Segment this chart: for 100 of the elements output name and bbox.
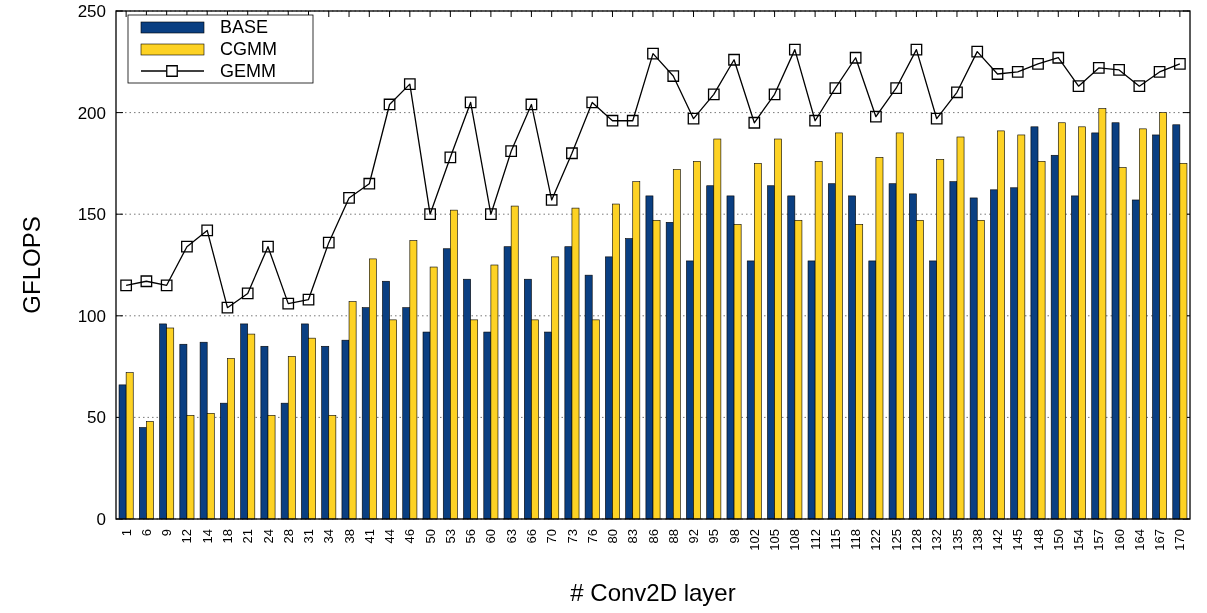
x-tick-label: 157 <box>1091 529 1107 551</box>
x-tick-label: 122 <box>868 529 884 551</box>
point <box>1052 51 1065 64</box>
point <box>282 297 295 310</box>
x-tick-label: 125 <box>888 529 904 551</box>
x-tick-label: 63 <box>503 529 519 544</box>
x-tick-label: 80 <box>605 529 621 544</box>
y-tick-label: 0 <box>96 509 106 529</box>
x-tick-label: 70 <box>544 529 560 544</box>
point <box>991 68 1004 80</box>
y-tick-label: 100 <box>77 306 106 326</box>
x-tick-label: 12 <box>179 529 195 544</box>
point <box>181 240 193 253</box>
x-tick-label: 41 <box>361 529 377 544</box>
y-tick-label: 200 <box>77 103 106 123</box>
x-tick-label: 73 <box>564 529 580 544</box>
point <box>262 240 274 253</box>
x-tick-label: 102 <box>746 529 762 551</box>
x-tick-label: 46 <box>402 529 418 544</box>
x-tick-label: 34 <box>321 529 337 544</box>
point <box>525 98 538 111</box>
x-tick-label: 160 <box>1111 529 1127 551</box>
y-tick-label: 250 <box>77 1 106 21</box>
point <box>1011 66 1024 78</box>
x-tick-label: 53 <box>442 529 458 544</box>
x-tick-label: 56 <box>463 529 479 544</box>
point <box>221 301 234 314</box>
point <box>160 279 173 292</box>
point <box>363 177 376 190</box>
x-tick-label: 66 <box>523 529 539 544</box>
point <box>930 112 943 125</box>
x-tick-label: 138 <box>969 529 985 551</box>
legend-label: BASE <box>220 17 269 38</box>
x-tick-label: 115 <box>827 529 843 550</box>
point <box>768 88 781 101</box>
point <box>1092 62 1105 74</box>
point <box>971 45 984 58</box>
x-tick-label: 135 <box>949 529 965 551</box>
x-tick-label: 14 <box>199 529 215 544</box>
point <box>910 43 923 56</box>
x-tick-label: 21 <box>240 529 256 544</box>
point <box>1173 57 1186 70</box>
x-tick-label: 142 <box>990 529 1006 551</box>
x-tick-label: 108 <box>787 529 803 551</box>
x-tick-label: 44 <box>382 529 398 544</box>
point <box>707 88 720 101</box>
x-tick-label: 150 <box>1050 529 1066 551</box>
x-tick-label: 28 <box>280 529 296 544</box>
point <box>890 82 903 95</box>
x-tick-label: 31 <box>301 529 317 544</box>
point <box>606 114 619 127</box>
y-axis-title: GFLOPS <box>18 216 45 314</box>
point <box>1072 80 1085 93</box>
point <box>788 43 801 56</box>
x-tick-label: 1 <box>118 529 134 537</box>
point <box>120 279 133 292</box>
x-tick-label: 6 <box>138 529 154 537</box>
point <box>626 114 639 127</box>
point <box>728 53 740 66</box>
x-tick-label: 83 <box>625 529 641 544</box>
x-tick-label: 105 <box>767 529 783 551</box>
point <box>647 47 659 60</box>
point <box>302 293 315 306</box>
x-tick-label: 60 <box>483 529 499 544</box>
point <box>140 275 153 288</box>
point <box>464 96 477 109</box>
point <box>829 82 842 95</box>
point <box>1113 64 1125 76</box>
x-tick-label: 98 <box>726 529 742 544</box>
point <box>322 236 335 249</box>
point <box>667 70 680 82</box>
x-tick-label: 76 <box>584 529 600 544</box>
x-tick-label: 86 <box>645 529 661 544</box>
point <box>951 86 963 99</box>
point <box>484 208 497 221</box>
x-tick-label: 154 <box>1071 529 1087 551</box>
x-tick-label: 18 <box>220 529 235 544</box>
point <box>545 194 558 206</box>
point <box>809 114 822 127</box>
x-tick-label: 170 <box>1172 529 1188 551</box>
point <box>1153 66 1166 78</box>
point <box>687 112 700 125</box>
x-tick-label: 148 <box>1030 529 1046 551</box>
x-tick-label: 88 <box>665 529 681 544</box>
y-tick-label: 50 <box>87 408 106 428</box>
point <box>201 224 214 237</box>
point <box>1133 80 1146 93</box>
point <box>870 110 882 123</box>
x-tick-label: 164 <box>1131 529 1147 551</box>
legend-label: GEMM <box>220 61 276 82</box>
x-tick-label: 128 <box>908 529 924 551</box>
x-tick-label: 24 <box>260 529 276 544</box>
point <box>849 51 862 64</box>
y-tick-label: 150 <box>77 205 106 225</box>
x-tick-label: 95 <box>706 529 722 544</box>
x-tick-label: 145 <box>1010 529 1026 551</box>
x-tick-label: 132 <box>929 529 945 551</box>
point <box>403 78 416 91</box>
point <box>505 145 518 158</box>
x-tick-label: 92 <box>686 529 702 544</box>
